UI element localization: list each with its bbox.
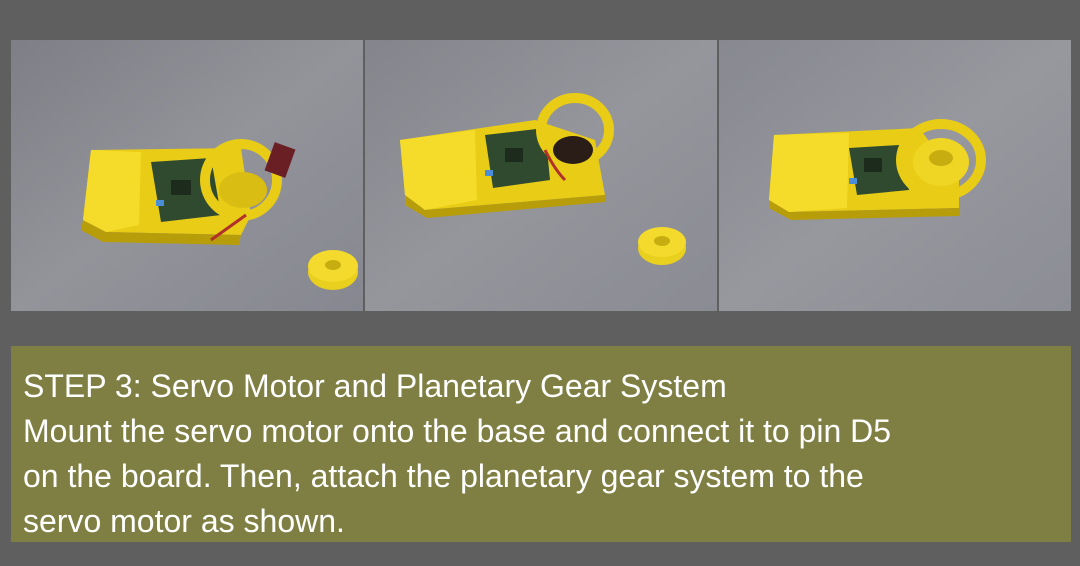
step-instruction-line-1: Mount the servo motor onto the base and … bbox=[23, 413, 892, 449]
photo-servo-base-1-image bbox=[11, 40, 363, 311]
step-title: STEP 3: Servo Motor and Planetary Gear S… bbox=[23, 368, 727, 404]
photo-strip bbox=[11, 40, 1071, 311]
step-caption: STEP 3: Servo Motor and Planetary Gear S… bbox=[11, 346, 1071, 542]
step-instruction-line-3: servo motor as shown. bbox=[23, 503, 345, 539]
photo-servo-base-1 bbox=[11, 40, 363, 311]
step-instruction-line-2: on the board. Then, attach the planetary… bbox=[23, 458, 864, 494]
photo-servo-base-2 bbox=[365, 40, 717, 311]
photo-servo-base-2-image bbox=[365, 40, 717, 311]
photo-servo-base-3-image bbox=[719, 40, 1071, 311]
photo-servo-base-3 bbox=[719, 40, 1071, 311]
